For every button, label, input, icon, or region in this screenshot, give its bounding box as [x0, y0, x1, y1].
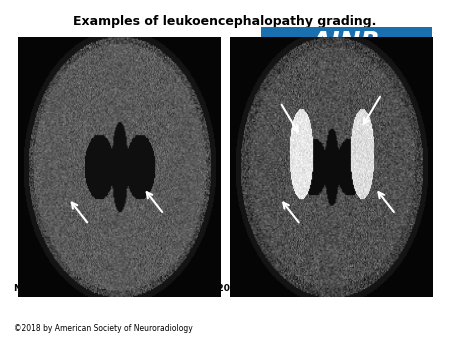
Text: Examples of leukoencephalopathy grading.: Examples of leukoencephalopathy grading. [73, 15, 377, 28]
Text: ©2018 by American Society of Neuroradiology: ©2018 by American Society of Neuroradiol… [14, 324, 192, 334]
FancyBboxPatch shape [261, 27, 432, 74]
Text: AMERICAN JOURNAL OF NEURORADIOLOGY: AMERICAN JOURNAL OF NEURORADIOLOGY [288, 62, 405, 67]
Text: AJNR: AJNR [312, 30, 381, 54]
Text: N.D. Sabin et al. AJNR Am J Neuroradiol 2018;39:1919-1925: N.D. Sabin et al. AJNR Am J Neuroradiol … [14, 284, 316, 293]
